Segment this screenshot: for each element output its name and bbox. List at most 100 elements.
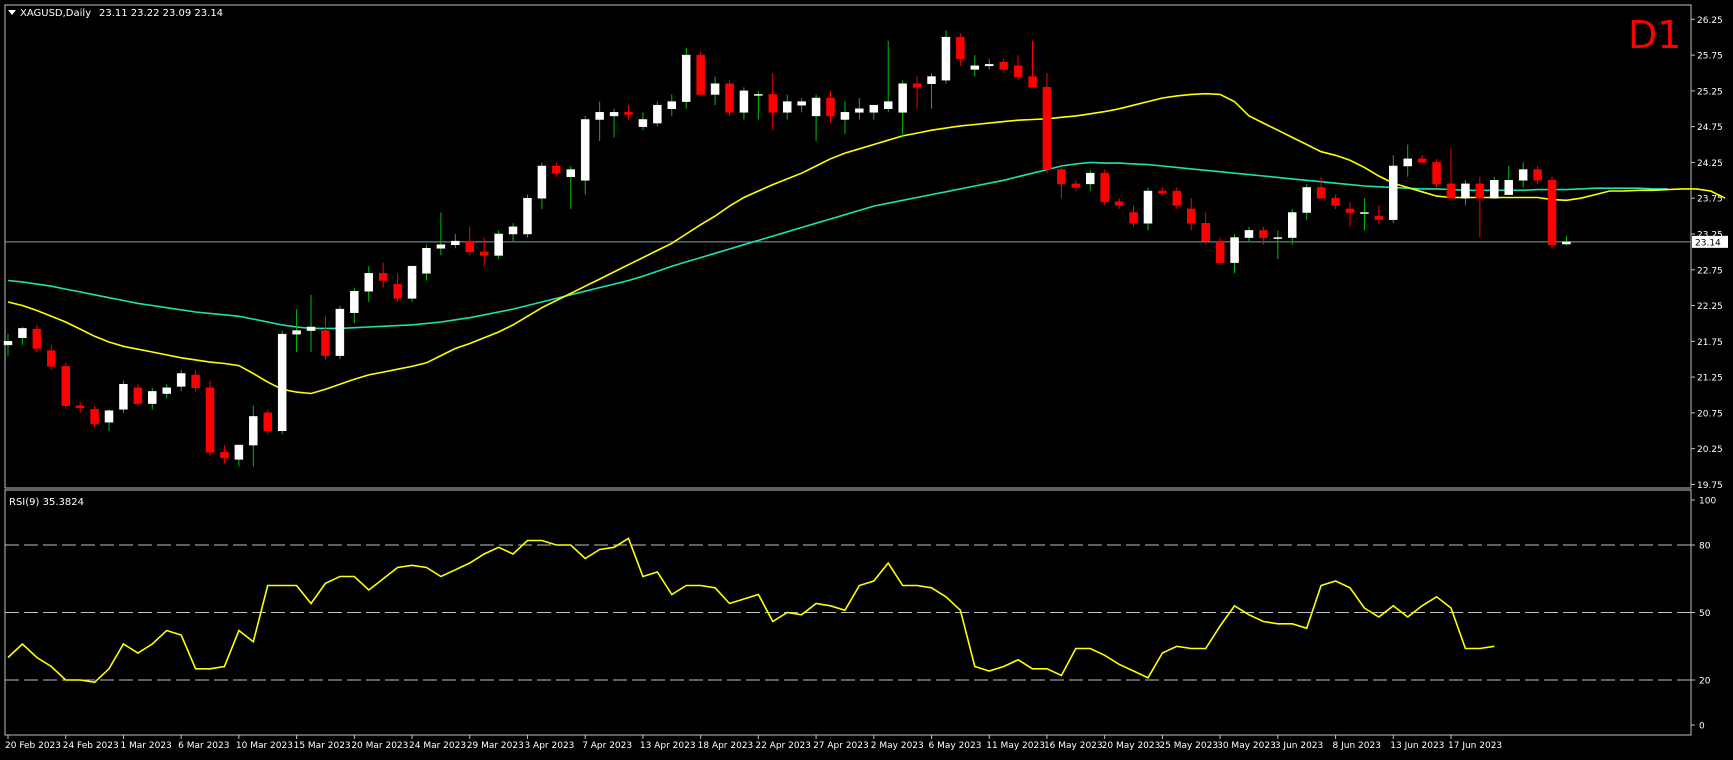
candle-body: [220, 451, 229, 459]
candle: [710, 76, 720, 106]
candle: [638, 112, 648, 131]
candle: [234, 444, 244, 467]
candle: [1086, 169, 1095, 192]
candle: [523, 194, 532, 238]
price-axis-label: 21.25: [1697, 374, 1723, 384]
candle: [1158, 187, 1167, 195]
candle-body: [292, 330, 301, 335]
candle-body: [148, 391, 157, 404]
candle-body: [768, 94, 778, 113]
candle: [90, 405, 99, 428]
candle-body: [1302, 187, 1311, 213]
candle: [552, 162, 561, 177]
candle-body: [61, 366, 70, 406]
candle: [580, 115, 590, 195]
candle-body: [797, 101, 806, 106]
rsi-line-group: [7, 537, 1495, 684]
candle: [1518, 162, 1528, 188]
candle-body: [465, 240, 475, 253]
price-axis-label: 25.25: [1697, 87, 1723, 97]
candle: [1172, 187, 1182, 209]
candle: [350, 287, 359, 324]
candle-body: [47, 350, 56, 367]
price-axis-label: 26.25: [1697, 16, 1723, 26]
price-axis-label: 20.25: [1697, 445, 1723, 455]
candle-body: [1071, 183, 1081, 188]
candle: [1100, 169, 1109, 206]
candle: [1446, 148, 1456, 199]
candle: [912, 76, 922, 109]
candle: [1360, 198, 1369, 231]
price-axis-label: 22.25: [1697, 302, 1723, 312]
candle-body: [1374, 215, 1384, 220]
candle: [1331, 194, 1340, 209]
candle: [984, 58, 994, 70]
timeframe-badge: D1: [1628, 13, 1681, 57]
candle-body: [1475, 183, 1485, 199]
candle: [3, 334, 13, 356]
candle-body: [811, 97, 821, 117]
axes: 19.75 20.25 20.75 21.25 21.75 22.25 22.75 23.25…: [5, 16, 1728, 751]
candle: [537, 162, 547, 209]
candle-body: [1547, 180, 1557, 245]
candle-body: [638, 119, 648, 127]
candle: [364, 266, 373, 302]
candle-body: [1158, 190, 1167, 194]
candle: [494, 230, 503, 260]
date-axis-label: 7 Apr 2023: [582, 741, 632, 751]
date-axis-label: 16 May 2023: [1044, 741, 1103, 751]
candle-body: [451, 240, 460, 245]
ma-fast-line: [7, 92, 1726, 395]
candle-body: [1215, 240, 1225, 263]
date-axis-label: 27 Apr 2023: [813, 741, 869, 751]
candle: [1143, 187, 1153, 231]
price-axis-label: 25.75: [1697, 52, 1723, 62]
candle-body: [32, 328, 42, 349]
candle-body: [956, 36, 965, 59]
candle: [941, 30, 951, 84]
candle-body: [1143, 190, 1153, 224]
candle-body: [725, 83, 734, 113]
candle: [191, 369, 200, 392]
candle-body: [1432, 162, 1441, 185]
candle-body: [1446, 183, 1456, 199]
candle: [1417, 155, 1427, 163]
date-axis-label: 20 Mar 2023: [351, 741, 408, 751]
candle: [1042, 72, 1052, 174]
candle: [855, 98, 864, 120]
price-axis-label: 22.75: [1697, 266, 1723, 276]
candle-body: [104, 410, 114, 423]
candle: [1461, 180, 1470, 206]
candle-body: [162, 387, 171, 394]
candle: [1432, 158, 1441, 188]
candle: [18, 327, 27, 345]
dropdown-triangle-icon[interactable]: [8, 10, 16, 15]
candle-body: [898, 83, 907, 113]
date-axis-label: 1 Mar 2023: [120, 741, 171, 751]
candle: [1475, 176, 1485, 238]
candle: [205, 380, 215, 456]
date-axis-label: 29 Mar 2023: [467, 741, 524, 751]
candle: [1389, 155, 1398, 224]
date-axis-label: 2 May 2023: [871, 741, 924, 751]
date-axis-label: 3 Apr 2023: [524, 741, 574, 751]
candle-body: [90, 409, 99, 424]
candle-body: [508, 226, 518, 235]
candle: [249, 405, 258, 467]
candle: [1013, 55, 1023, 81]
ohlc-info: 23.11 23.22 23.09 23.14: [99, 8, 223, 19]
candle-body: [335, 308, 345, 356]
rsi-axis-label: 0: [1699, 722, 1705, 732]
candle-body: [1490, 180, 1499, 199]
candle-body: [624, 112, 633, 115]
candle-body: [1562, 241, 1571, 245]
candle-body: [710, 83, 720, 95]
candle-body: [1518, 169, 1528, 181]
date-axis-label: 6 Mar 2023: [178, 741, 229, 751]
candle-body: [826, 97, 835, 117]
candle-body: [1273, 237, 1283, 239]
date-axis-label: 6 May 2023: [929, 741, 982, 751]
candle: [1490, 176, 1499, 199]
candle-body: [1244, 230, 1254, 238]
